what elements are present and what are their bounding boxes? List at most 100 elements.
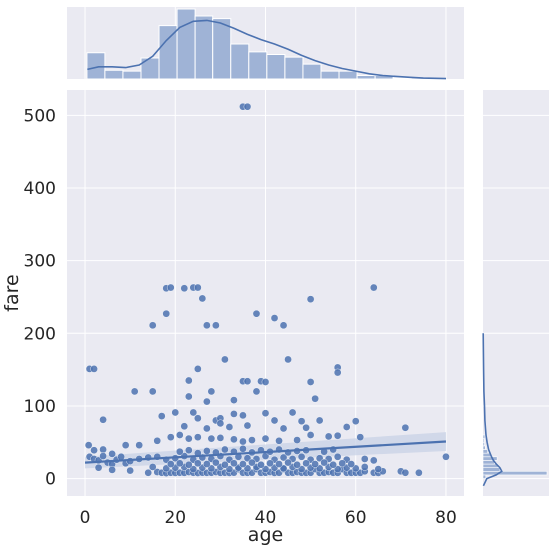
scatter-point	[248, 436, 256, 444]
scatter-point	[293, 436, 301, 444]
regression-line	[84, 440, 447, 464]
scatter-point	[221, 355, 229, 364]
age-kde-line	[87, 19, 447, 80]
scatter-point	[252, 309, 261, 318]
scatter-point	[221, 445, 229, 454]
fare-histogram-bar	[482, 434, 486, 439]
fare-histogram-bar	[482, 467, 501, 472]
scatter-point	[279, 453, 288, 462]
scatter-point	[333, 368, 342, 377]
scatter-point	[288, 408, 297, 417]
fare-histogram-bar	[482, 474, 487, 479]
marginal-x-panel	[67, 7, 464, 80]
scatter-point	[148, 463, 157, 471]
scatter-point	[297, 417, 306, 425]
scatter-point	[203, 460, 211, 468]
scatter-point	[221, 460, 229, 469]
scatter-point	[239, 460, 247, 468]
scatter-point	[216, 434, 225, 442]
scatter-point	[442, 452, 450, 461]
age-histogram-bar	[392, 77, 412, 80]
scatter-point	[415, 468, 423, 477]
scatter-point	[252, 387, 261, 396]
scatter-point	[401, 423, 410, 432]
scatter-point	[194, 459, 202, 468]
scatter-point	[351, 417, 360, 425]
scatter-point	[185, 460, 193, 469]
age-histogram-bar	[86, 52, 106, 80]
age-histogram-bar	[338, 70, 358, 80]
scatter-point	[94, 463, 103, 472]
scatter-point	[108, 450, 116, 458]
scatter-point	[189, 408, 198, 417]
scatter-point	[194, 365, 202, 373]
scatter-point	[166, 460, 175, 468]
scatter-point	[130, 387, 139, 396]
scatter-point	[239, 411, 247, 420]
scatter-point	[324, 432, 333, 441]
scatter-point	[270, 314, 279, 322]
x-tick-label: 60	[345, 508, 367, 528]
scatter-point	[360, 455, 369, 463]
x-tick-label: 20	[164, 508, 186, 528]
scatter-point	[306, 378, 315, 386]
main-grid	[67, 90, 464, 496]
age-histogram-bar	[176, 8, 196, 80]
scatter-point	[84, 441, 93, 449]
scatter-point	[207, 387, 216, 396]
scatter-point	[175, 459, 184, 468]
scatter-point	[320, 458, 328, 467]
scatter-point	[284, 458, 292, 467]
y-tick-label: 200	[24, 324, 56, 344]
scatter-point	[194, 414, 202, 423]
scatter-point	[333, 431, 342, 440]
scatter-point	[261, 409, 270, 418]
scatter-point	[266, 459, 274, 468]
scatter-point	[212, 458, 220, 467]
scatter-point	[185, 434, 193, 443]
scatter-point	[284, 355, 292, 364]
fare-kde-line	[482, 333, 503, 487]
scatter-point	[175, 431, 184, 439]
y-tick-label: 500	[24, 106, 56, 126]
scatter-point	[230, 410, 238, 418]
scatter-point	[279, 321, 288, 330]
main-plot-panel	[67, 90, 464, 496]
scatter-point	[243, 102, 252, 111]
scatter-point	[185, 446, 193, 455]
fare-histogram	[482, 434, 548, 479]
scatter-point	[329, 460, 337, 469]
scatter-point	[315, 416, 324, 425]
scatter-point	[185, 376, 193, 385]
scatter-point	[270, 416, 279, 425]
scatter-point	[230, 459, 238, 468]
fare-histogram-bar	[482, 445, 486, 450]
age-histogram-bar	[248, 51, 268, 80]
scatter-points	[84, 102, 450, 477]
scatter-point	[175, 447, 184, 456]
scatter-point	[194, 283, 202, 292]
scatter-point	[311, 460, 319, 468]
scatter-point	[311, 394, 319, 403]
scatter-point	[162, 309, 171, 318]
x-tick-label: 80	[435, 508, 457, 528]
fare-histogram-bar	[482, 449, 489, 454]
scatter-point	[203, 321, 211, 330]
age-histogram-bar	[230, 43, 250, 80]
scatter-point	[369, 456, 378, 465]
scatter-point	[360, 463, 369, 471]
scatter-point	[126, 466, 134, 475]
scatter-point	[248, 458, 256, 467]
scatter-point	[99, 415, 107, 424]
y-axis-label: fare	[1, 274, 23, 311]
scatter-point	[297, 452, 306, 461]
scatter-point	[261, 378, 270, 386]
scatter-point	[302, 459, 310, 468]
marginal-y-grid	[483, 114, 549, 480]
scatter-point	[243, 377, 252, 386]
age-histogram-bar	[212, 18, 232, 80]
marginal-y-background	[483, 90, 549, 496]
scatter-point	[203, 447, 211, 455]
scatter-point	[293, 460, 301, 469]
